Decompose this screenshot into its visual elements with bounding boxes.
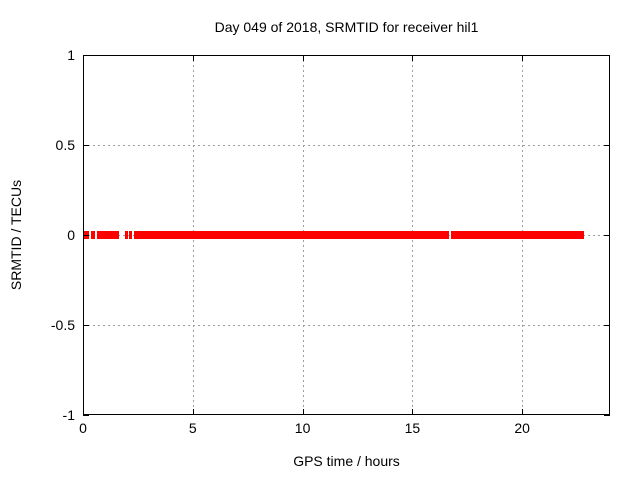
gridline-horizontal — [83, 325, 610, 326]
y-tick-mark — [604, 415, 610, 416]
plot-area — [83, 55, 610, 416]
y-tick-label: -1 — [62, 407, 75, 423]
gridline-horizontal — [83, 145, 610, 146]
data-point-band — [90, 231, 96, 239]
x-tick-mark — [522, 55, 524, 61]
x-axis-label: GPS time / hours — [293, 453, 400, 469]
x-tick-label: 5 — [188, 420, 197, 436]
data-point-band — [97, 231, 120, 239]
data-point-band — [133, 231, 450, 239]
x-tick-label: 0 — [79, 420, 87, 436]
y-tick-mark — [83, 325, 89, 326]
data-point-band — [451, 231, 585, 239]
y-tick-mark — [604, 55, 610, 56]
y-tick-mark — [604, 145, 610, 146]
chart-title: Day 049 of 2018, SRMTID for receiver hil… — [214, 19, 479, 35]
data-point-band — [124, 231, 128, 239]
x-tick-mark — [412, 409, 414, 415]
y-tick-mark — [83, 235, 89, 236]
x-tick-mark — [522, 409, 524, 415]
y-tick-label: 0 — [67, 227, 75, 243]
y-tick-label: 0.5 — [55, 137, 75, 153]
y-tick-mark — [83, 145, 89, 146]
data-point-band — [128, 231, 132, 239]
x-tick-label: 15 — [404, 420, 421, 436]
x-tick-mark — [192, 409, 194, 415]
y-tick-mark — [83, 55, 89, 56]
x-tick-mark — [302, 409, 304, 415]
x-tick-label: 20 — [514, 420, 530, 436]
x-tick-mark — [302, 55, 304, 61]
y-tick-label: 1 — [67, 47, 75, 63]
x-tick-mark — [412, 55, 414, 61]
x-tick-mark — [192, 55, 194, 61]
y-tick-mark — [83, 415, 89, 416]
x-tick-label: 10 — [294, 420, 311, 436]
y-tick-mark — [604, 325, 610, 326]
y-tick-mark — [604, 235, 610, 236]
y-tick-label: -0.5 — [50, 317, 75, 333]
